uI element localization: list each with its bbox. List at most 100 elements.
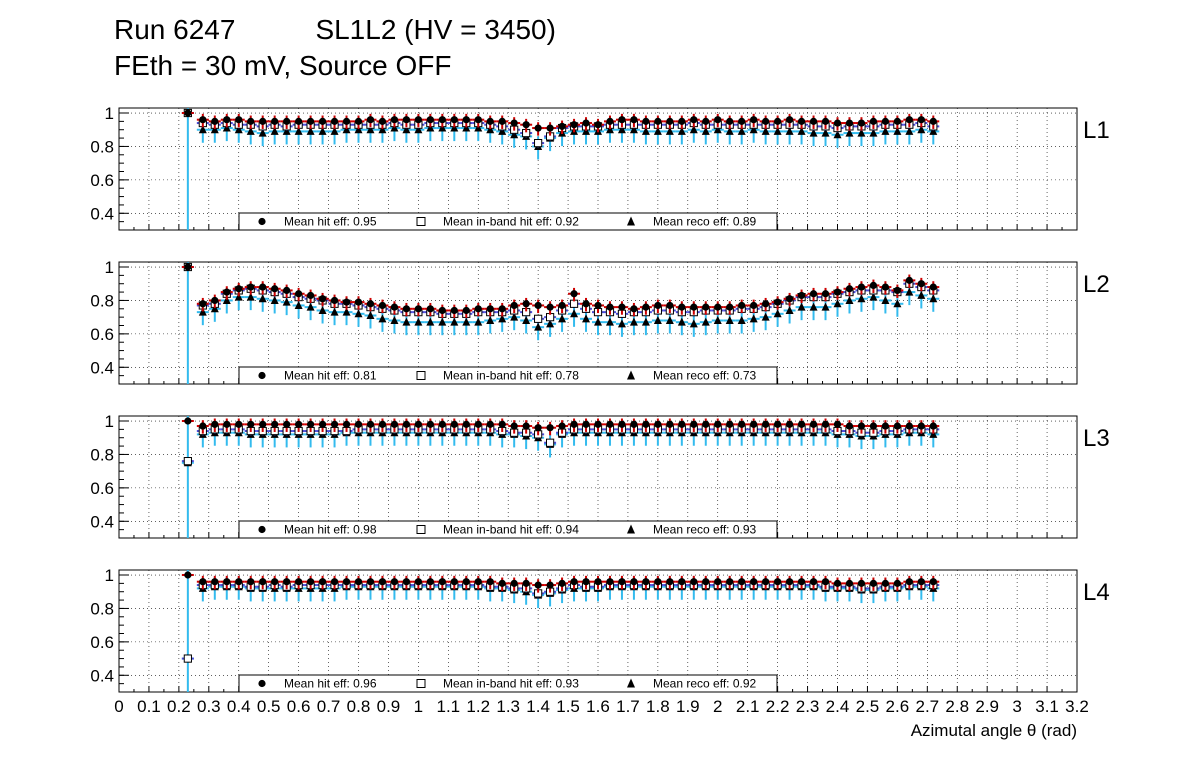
point-reco [342,125,351,134]
x-tick-label: 1.9 [676,697,700,716]
point-hit [318,578,327,586]
legend-entry: Mean reco eff: 0.93 [653,523,757,537]
point-hit [510,579,518,587]
point-reco [677,317,686,326]
point-hit [833,119,842,127]
point-hit [247,578,255,586]
point-hit [474,305,482,313]
legend-marker-reco [627,216,635,226]
point-hit [522,121,530,129]
x-tick-label: 3 [1012,697,1021,716]
x-tick-label: 0.5 [257,697,281,716]
point-reco [330,126,339,135]
point-reco [438,123,447,132]
point-hit [247,283,255,291]
point-hit [259,283,267,291]
point-reco [498,126,507,135]
point-hit [786,295,794,303]
point-hit [378,420,387,428]
point-reco [809,302,818,311]
point-hit [426,305,434,313]
point-hit [594,121,602,129]
point-reco [486,125,495,134]
point-inband [183,457,192,466]
point-hit [869,117,878,125]
legend-box [238,674,778,693]
legend-marker-inband [416,217,426,226]
point-reco [629,125,638,134]
point-hit [318,295,327,303]
x-tick-label: 2 [713,697,722,716]
panel-label: L2 [1083,271,1110,298]
point-hit [845,579,854,587]
point-hit [929,578,937,586]
point-hit [271,117,279,125]
point-reco [282,297,291,306]
point-reco [258,294,267,303]
point-hit [354,420,363,428]
point-hit [762,578,770,586]
point-hit [414,578,422,586]
point-reco [725,126,734,135]
point-hit [223,116,231,124]
point-hit [295,117,303,125]
legend-box [238,212,778,231]
point-reco [821,302,830,311]
point-reco [725,315,734,324]
point-hit [558,422,566,430]
chamber-label: SL1L2 (HV = 3450) [315,14,556,45]
point-hit [354,578,363,586]
point-reco [701,317,710,326]
point-hit [247,117,255,125]
point-hit [726,117,734,125]
panel-l3: 0.4 0.6 0.8 1 L3 Mean hit eff: 0.98 Mean in-ba… [90,412,1110,539]
point-hit [426,116,434,124]
legend-marker-hit [258,679,266,688]
point-hit [498,579,506,587]
point-hit [762,420,770,428]
point-hit [462,578,470,586]
point-hit [606,303,614,311]
point-hit [809,420,818,428]
point-hit [654,578,662,586]
point-hit [929,117,937,125]
point-reco [881,126,890,135]
x-tick-label: 1 [414,697,423,716]
point-reco [617,319,626,328]
point-hit [522,579,530,587]
point-reco [582,126,591,135]
point-reco [378,125,387,134]
point-hit [522,422,530,430]
point-hit [797,291,806,300]
point-reco [390,315,399,324]
point-hit [330,296,339,305]
point-hit [438,116,446,124]
point-hit [546,303,554,311]
point-hit [184,417,192,425]
point-hit [199,300,207,308]
point-hit [259,578,267,586]
point-reco [773,126,782,135]
point-reco [222,123,231,132]
point-hit [510,119,518,127]
legend-entry: Mean in-band hit eff: 0.78 [443,369,579,383]
point-hit [546,124,554,132]
point-reco [546,319,555,328]
point-hit [486,420,494,428]
legend-entry: Mean in-band hit eff: 0.93 [443,677,579,691]
point-hit [654,301,662,310]
y-tick-label: 0.8 [90,445,114,464]
point-hit [414,116,422,124]
point-reco [641,317,650,326]
point-reco [665,315,674,324]
point-reco [653,126,662,135]
point-reco [737,315,746,324]
point-hit [307,291,315,300]
point-hit [414,420,422,428]
point-hit [642,578,650,586]
point-reco [270,295,279,304]
point-hit [690,578,698,586]
point-hit [714,420,722,428]
point-hit [642,420,650,428]
